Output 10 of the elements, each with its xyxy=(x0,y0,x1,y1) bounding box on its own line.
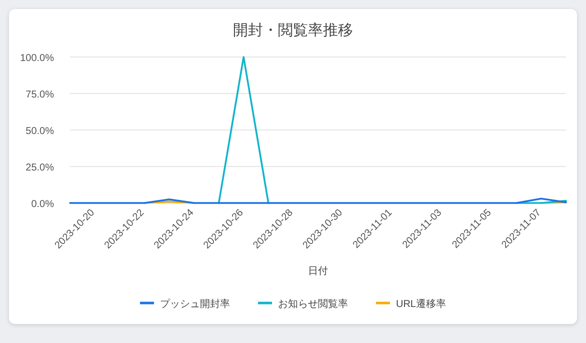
y-tick-label: 25.0% xyxy=(26,162,54,174)
legend-label: URL遷移率 xyxy=(396,298,446,310)
y-tick-label: 0.0% xyxy=(31,199,54,210)
y-tick-label: 75.0% xyxy=(26,90,54,100)
x-axis-title: 日付 xyxy=(308,266,328,277)
y-tick-label: 100.0% xyxy=(20,53,54,64)
chart-title: 開封・閲覧率推移 xyxy=(233,22,353,39)
y-tick-label: 50.0% xyxy=(26,126,54,137)
legend-label: お知らせ閲覧率 xyxy=(278,298,348,310)
legend-label: プッシュ開封率 xyxy=(160,298,230,310)
